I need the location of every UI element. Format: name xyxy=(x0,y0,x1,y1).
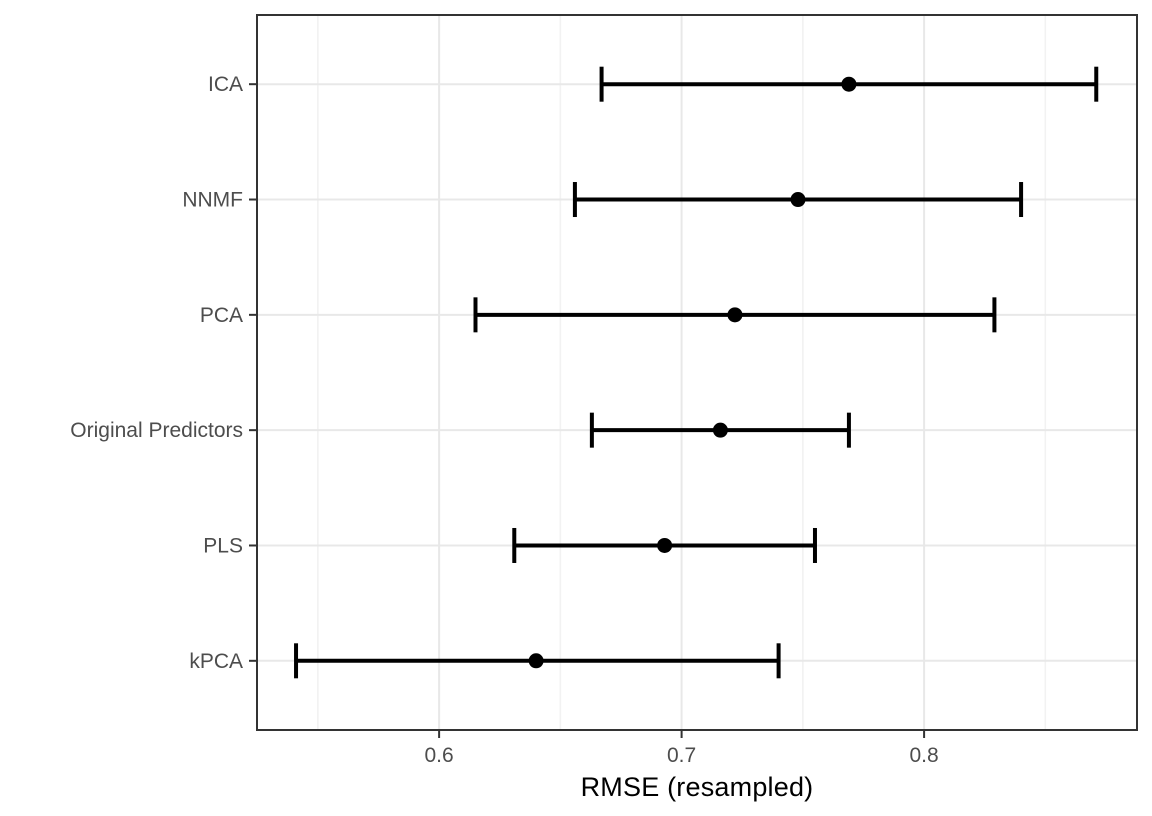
x-tick-label: 0.8 xyxy=(909,744,938,767)
x-axis-title: RMSE (resampled) xyxy=(580,772,814,802)
x-tick-label: 0.7 xyxy=(667,744,696,767)
y-category-label: Original Predictors xyxy=(70,419,243,442)
point-estimate xyxy=(727,307,743,323)
panel-border xyxy=(256,14,1138,731)
point-estimate xyxy=(841,76,857,92)
y-category-label: PCA xyxy=(200,304,243,327)
point-estimate xyxy=(528,653,544,669)
y-category-label: PLS xyxy=(203,534,243,557)
point-estimate xyxy=(657,537,673,553)
plot-panel xyxy=(257,15,1137,730)
x-tick-label: 0.6 xyxy=(425,744,454,767)
y-category-label: NNMF xyxy=(182,189,243,212)
y-category-label: ICA xyxy=(208,73,243,96)
point-estimate xyxy=(712,422,728,438)
y-category-label: kPCA xyxy=(189,650,243,673)
point-estimate xyxy=(790,192,806,208)
